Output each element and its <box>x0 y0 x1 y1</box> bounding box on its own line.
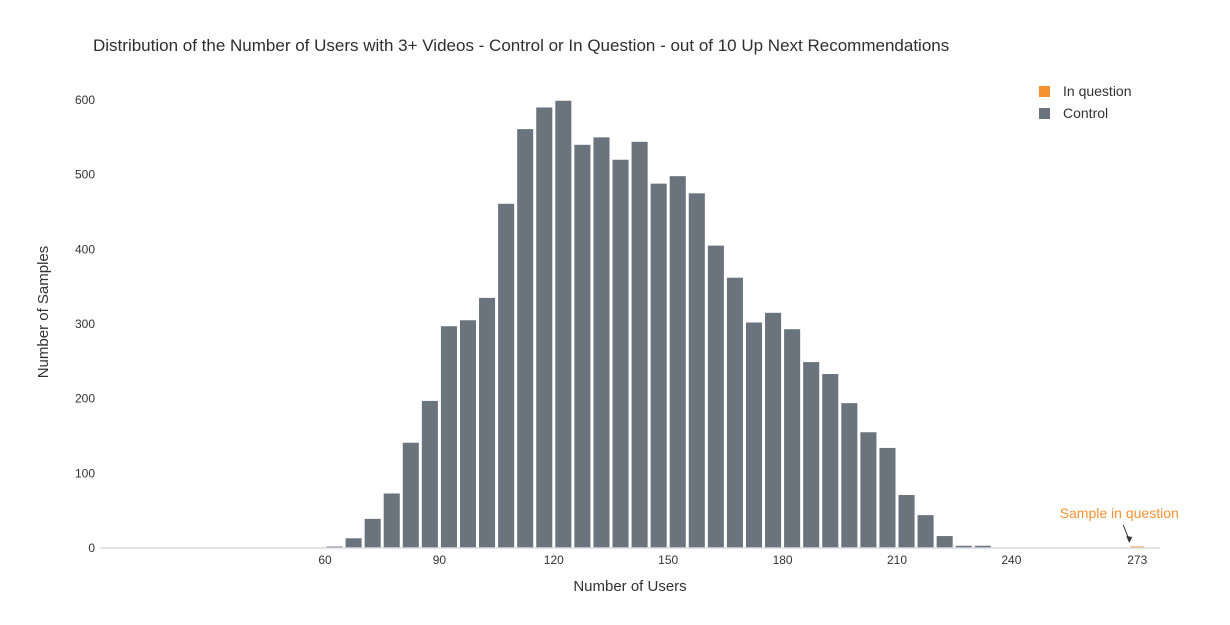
control-bar <box>726 277 743 548</box>
control-bar <box>669 176 686 548</box>
control-bar <box>974 545 991 548</box>
x-tick-label: 150 <box>658 553 678 567</box>
control-bar <box>345 538 362 548</box>
control-bar <box>822 374 839 548</box>
x-tick-label: 210 <box>887 553 907 567</box>
control-bar <box>631 141 648 548</box>
control-bar <box>574 144 591 549</box>
control-bar <box>879 447 896 548</box>
x-tick-label: 60 <box>318 553 332 567</box>
annotation-label: Sample in question <box>1060 505 1179 521</box>
x-tick-label: 90 <box>433 553 447 567</box>
legend-swatch <box>1039 108 1050 119</box>
legend-label: In question <box>1063 83 1132 99</box>
legend: In question Control <box>1039 83 1132 121</box>
control-bar <box>498 203 515 548</box>
control-bar <box>745 322 763 548</box>
control-bar <box>860 432 877 548</box>
control-bar <box>517 129 534 548</box>
control-bar <box>841 403 858 548</box>
y-tick-label: 100 <box>75 466 95 480</box>
control-bar <box>383 493 400 548</box>
control-bar <box>402 442 419 548</box>
control-bar <box>536 107 553 548</box>
control-bar <box>803 362 820 548</box>
annotation-arrow-head <box>1126 536 1133 543</box>
control-bar <box>936 536 953 548</box>
control-bar <box>784 329 801 548</box>
control-bar <box>707 245 724 548</box>
y-tick-label: 500 <box>75 168 95 182</box>
chart-title: Distribution of the Number of Users with… <box>93 36 950 55</box>
y-ticks-group: 0 100 200 300 400 500 600 <box>75 93 95 555</box>
control-bar <box>765 312 782 548</box>
x-tick-label: 273 <box>1127 553 1147 567</box>
control-bar <box>898 494 915 548</box>
y-tick-label: 400 <box>75 242 95 256</box>
annotation-group: Sample in question <box>1060 505 1179 543</box>
control-bar <box>555 100 572 548</box>
y-axis-label: Number of Samples <box>35 246 52 379</box>
control-bar <box>955 545 972 548</box>
control-bar <box>917 515 934 548</box>
control-bar <box>650 183 667 549</box>
x-tick-label: 180 <box>773 553 793 567</box>
control-bar <box>479 297 496 548</box>
control-bar <box>364 518 381 548</box>
legend-swatch <box>1039 86 1050 97</box>
y-tick-label: 300 <box>75 317 95 331</box>
legend-label: Control <box>1063 105 1108 121</box>
y-tick-label: 600 <box>75 93 95 107</box>
control-bar <box>421 400 438 548</box>
control-bar <box>612 159 629 548</box>
control-bar <box>440 326 457 548</box>
x-tick-label: 120 <box>544 553 564 567</box>
x-tick-label: 240 <box>1001 553 1021 567</box>
control-bar <box>459 320 477 548</box>
y-tick-label: 0 <box>88 541 95 555</box>
bars-group <box>326 100 1145 549</box>
x-ticks-group: 60 90 120 150 180 210 240 273 <box>318 553 1147 567</box>
y-tick-label: 200 <box>75 392 95 406</box>
control-bar <box>593 137 610 549</box>
x-axis-label: Number of Users <box>573 578 686 595</box>
control-bar <box>688 193 705 549</box>
